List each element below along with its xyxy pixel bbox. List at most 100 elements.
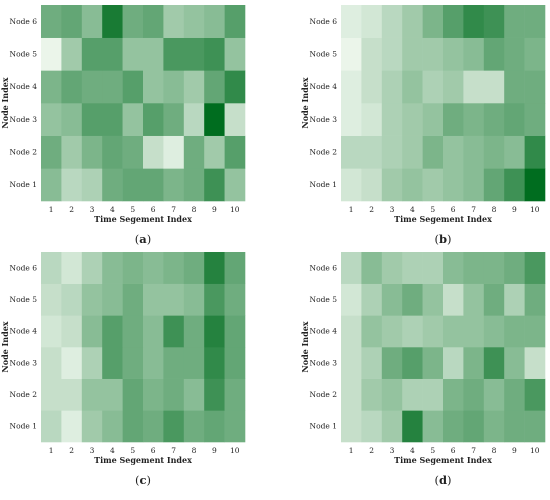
heatmap-cell [163,70,185,104]
heatmap-cell [483,410,505,443]
heatmap-cell [204,103,225,136]
heatmap-cell [361,410,383,443]
heatmap-cell [122,315,144,348]
heatmap-cell [341,410,362,443]
heatmap-cell [381,410,403,443]
heatmap-cell [422,103,444,136]
heatmap-cell [41,283,62,316]
y-tick-label: Node 6 [310,17,338,26]
heatmap-cell [204,5,225,38]
heatmap-cell [422,283,444,316]
y-tick-label: Node 3 [310,358,338,367]
heatmap-cell [463,378,485,411]
heatmap-cell [402,37,423,71]
y-tick-label: Node 5 [10,295,38,304]
heatmap-cell [143,5,164,38]
x-tick-label: 4 [410,205,415,214]
heatmap-cell [422,378,444,411]
heatmap-cell [143,283,164,316]
heatmap-cell [61,347,83,379]
heatmap-cell [143,70,164,104]
heatmap-cell [224,70,246,104]
heatmap-cell [102,135,123,169]
heatmap-cell [504,283,525,316]
heatmap-cell [102,168,123,202]
heatmap-cell [361,252,383,284]
x-tick-label: 5 [430,446,435,455]
heatmap-cell [483,347,505,379]
x-tick-label: 6 [151,446,156,455]
heatmap-cell [504,135,525,169]
heatmap-cell [183,410,205,443]
heatmap-cell [361,103,383,136]
heatmap-cell [102,283,123,316]
heatmap-cell [61,135,83,169]
y-tick-label: Node 2 [10,148,38,157]
heatmap-cell [102,70,123,104]
heatmap-cell [81,347,103,379]
heatmap-cell [102,315,123,348]
heatmap-cell [41,315,62,348]
heatmap-cell [122,37,144,71]
heatmap-cell [443,5,464,38]
heatmap-cell [361,315,383,348]
heatmap-cell [143,410,164,443]
heatmap-cell [163,103,185,136]
heatmap-cell [61,252,83,284]
heatmap-cell [402,5,423,38]
heatmap-cell [524,283,546,316]
x-tick-label: 1 [349,446,354,455]
heatmap-cell [402,168,423,202]
heatmap-cell [41,5,62,38]
heatmap-cell [341,347,362,379]
x-tick-label: 8 [492,205,497,214]
heatmap-cell [483,37,505,71]
x-tick-label: 5 [130,446,135,455]
x-tick-label: 4 [110,205,115,214]
heatmap-cell [483,315,505,348]
heatmap-cell [483,103,505,136]
heatmap-cell [81,70,103,104]
heatmap-cell [422,347,444,379]
heatmap-cell [163,410,185,443]
heatmap-cell [463,283,485,316]
heatmap-cell [524,70,546,104]
heatmap-cell [61,378,83,411]
heatmap-cell [463,315,485,348]
heatmap-cell [224,5,246,38]
heatmap-cell [341,378,362,411]
x-tick-label: 5 [430,205,435,214]
heatmap-cell [341,252,362,284]
heatmap-cell [422,252,444,284]
heatmap-cell [102,252,123,284]
heatmap-cell [381,283,403,316]
heatmap-cell [422,5,444,38]
heatmap-cell [163,168,185,202]
heatmap-cell [381,5,403,38]
panel-label: (b) [434,232,451,246]
heatmap-cell [524,37,546,71]
heatmap-cell [163,37,185,71]
heatmap-cell [204,37,225,71]
heatmap-cell [163,135,185,169]
heatmap-cell [402,135,423,169]
heatmap-cell [341,103,362,136]
heatmap-cell [183,283,205,316]
heatmap-cell [341,135,362,169]
heatmap-cell [504,378,525,411]
x-tick-label: 4 [410,446,415,455]
heatmap-cell [463,410,485,443]
heatmap-cell [504,103,525,136]
y-tick-label: Node 5 [310,295,338,304]
heatmap-cell [122,135,144,169]
x-tick-label: 10 [530,205,540,214]
heatmap-cell [81,283,103,316]
heatmap-cell [61,315,83,348]
x-tick-label: 5 [130,205,135,214]
heatmap-cell [102,37,123,71]
heatmap-cell [443,410,464,443]
x-tick-label: 9 [512,446,517,455]
